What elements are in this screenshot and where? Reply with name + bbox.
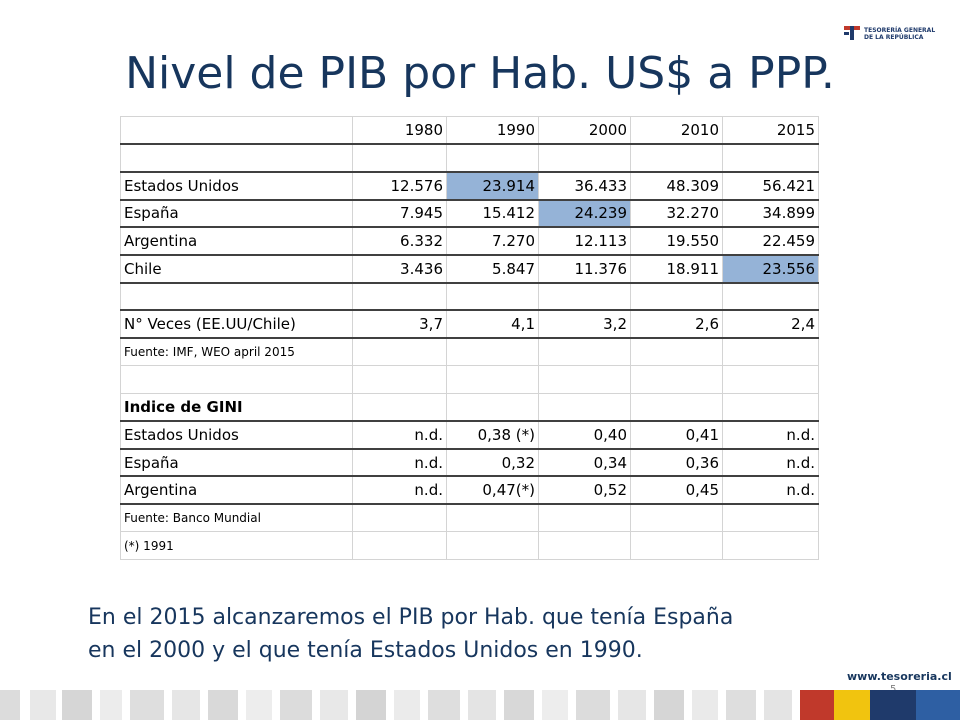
website-url: www.tesoreria.cl bbox=[847, 670, 952, 683]
cell: 0,47(*) bbox=[446, 475, 539, 506]
cell: 5.847 bbox=[446, 254, 539, 284]
footnote: (*) 1991 bbox=[120, 531, 353, 560]
corner-cell bbox=[120, 116, 353, 146]
source-note: Fuente: IMF, WEO april 2015 bbox=[120, 337, 353, 367]
highlighted-cell: 24.239 bbox=[538, 199, 631, 229]
source-row: Fuente: IMF, WEO april 2015 bbox=[120, 337, 819, 367]
cell: 7.945 bbox=[352, 199, 447, 229]
cell: n.d. bbox=[722, 475, 819, 506]
gini-title: Indice de GINI bbox=[120, 392, 353, 423]
source-row: Fuente: Banco Mundial bbox=[120, 503, 819, 533]
cell: n.d. bbox=[722, 448, 819, 478]
cell: n.d. bbox=[722, 420, 819, 450]
cell: 0,32 bbox=[446, 448, 539, 478]
cell: 0,45 bbox=[630, 475, 723, 506]
page-number: 5 bbox=[890, 684, 896, 695]
table-row: España n.d. 0,32 0,34 0,36 n.d. bbox=[120, 448, 819, 478]
cell: 0,40 bbox=[538, 420, 631, 450]
footnote-row: (*) 1991 bbox=[120, 531, 819, 560]
row-label: Estados Unidos bbox=[120, 420, 353, 450]
cell: 11.376 bbox=[538, 254, 631, 284]
cell: 0,36 bbox=[630, 448, 723, 478]
highlighted-cell: 23.556 bbox=[722, 254, 819, 284]
highlighted-cell: 23.914 bbox=[446, 171, 539, 201]
cell: 0,34 bbox=[538, 448, 631, 478]
spacer-row bbox=[120, 143, 819, 173]
cell: 6.332 bbox=[352, 226, 447, 256]
table-row: Chile 3.436 5.847 11.376 18.911 23.556 bbox=[120, 254, 819, 284]
spacer-row bbox=[120, 365, 819, 394]
cell: 32.270 bbox=[630, 199, 723, 229]
year-1980: 1980 bbox=[352, 116, 447, 146]
logo-line-2: DE LA REPÚBLICA bbox=[864, 34, 924, 41]
row-label: España bbox=[120, 448, 353, 478]
cell: 3,2 bbox=[538, 309, 631, 339]
cell: 3.436 bbox=[352, 254, 447, 284]
cell: 12.576 bbox=[352, 171, 447, 201]
row-label: Chile bbox=[120, 254, 353, 284]
ratio-row: N° Veces (EE.UU/Chile) 3,7 4,1 3,2 2,6 2… bbox=[120, 309, 819, 339]
cell: 0,38 (*) bbox=[446, 420, 539, 450]
cell: 56.421 bbox=[722, 171, 819, 201]
table-row: España 7.945 15.412 24.239 32.270 34.899 bbox=[120, 199, 819, 229]
summary-line-2: en el 2000 y el que tenía Estados Unidos… bbox=[88, 638, 643, 663]
table-row: Argentina 6.332 7.270 12.113 19.550 22.4… bbox=[120, 226, 819, 256]
cell: 0,41 bbox=[630, 420, 723, 450]
table-row: Estados Unidos n.d. 0,38 (*) 0,40 0,41 n… bbox=[120, 420, 819, 450]
cell: n.d. bbox=[352, 420, 447, 450]
year-2000: 2000 bbox=[538, 116, 631, 146]
cell: 19.550 bbox=[630, 226, 723, 256]
cell: 2,4 bbox=[722, 309, 819, 339]
year-2015: 2015 bbox=[722, 116, 819, 146]
summary-note: En el 2015 alcanzaremos el PIB por Hab. … bbox=[88, 601, 888, 667]
cell: 34.899 bbox=[722, 199, 819, 229]
cell: 12.113 bbox=[538, 226, 631, 256]
year-header-row: 1980 1990 2000 2010 2015 bbox=[120, 116, 819, 146]
cell: 7.270 bbox=[446, 226, 539, 256]
spacer-row bbox=[120, 282, 819, 312]
tesoreria-logo: TESORERÍA GENERAL DE LA REPÚBLICA bbox=[842, 24, 942, 48]
slide-title: Nivel de PIB por Hab. US$ a PPP. bbox=[125, 48, 835, 99]
cell: 22.459 bbox=[722, 226, 819, 256]
table-row: Estados Unidos 12.576 23.914 36.433 48.3… bbox=[120, 171, 819, 201]
source-note: Fuente: Banco Mundial bbox=[120, 503, 353, 533]
table-row: Argentina n.d. 0,47(*) 0,52 0,45 n.d. bbox=[120, 475, 819, 506]
row-label: Argentina bbox=[120, 226, 353, 256]
tesoreria-logo-icon bbox=[844, 26, 860, 40]
cell: n.d. bbox=[352, 448, 447, 478]
row-label: España bbox=[120, 199, 353, 229]
cell: 36.433 bbox=[538, 171, 631, 201]
cell: 3,7 bbox=[352, 309, 447, 339]
cell: 2,6 bbox=[630, 309, 723, 339]
row-label: Argentina bbox=[120, 475, 353, 506]
cell: 18.911 bbox=[630, 254, 723, 284]
ratio-label: N° Veces (EE.UU/Chile) bbox=[120, 309, 353, 339]
decorative-footer-strip bbox=[0, 690, 960, 720]
cell: 0,52 bbox=[538, 475, 631, 506]
cell: 4,1 bbox=[446, 309, 539, 339]
cell: 15.412 bbox=[446, 199, 539, 229]
gdp-table: 1980 1990 2000 2010 2015 Estados Unidos … bbox=[120, 116, 819, 560]
year-2010: 2010 bbox=[630, 116, 723, 146]
row-label: Estados Unidos bbox=[120, 171, 353, 201]
summary-line-1: En el 2015 alcanzaremos el PIB por Hab. … bbox=[88, 605, 734, 630]
cell: n.d. bbox=[352, 475, 447, 506]
year-1990: 1990 bbox=[446, 116, 539, 146]
logo-line-1: TESORERÍA GENERAL bbox=[864, 27, 936, 34]
cell: 48.309 bbox=[630, 171, 723, 201]
gini-header-row: Indice de GINI bbox=[120, 392, 819, 423]
